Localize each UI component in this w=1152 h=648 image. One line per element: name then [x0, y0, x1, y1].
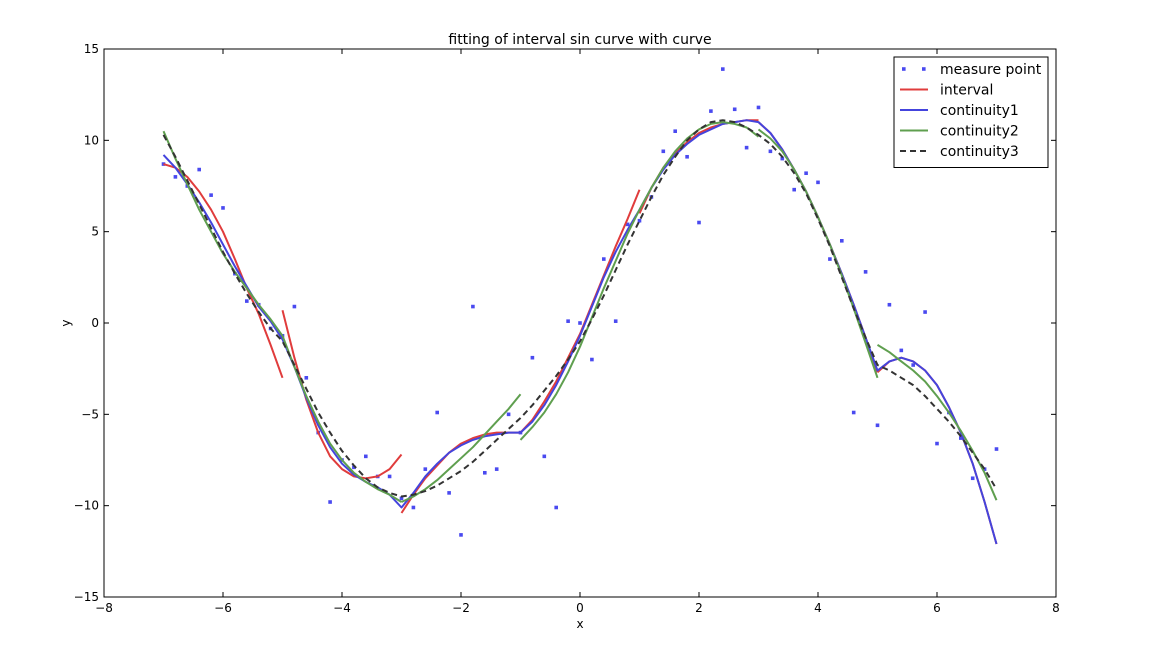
- scatter-point-measure-point: [792, 187, 796, 192]
- scatter-point-measure-point: [851, 410, 856, 415]
- scatter-point-measure-point: [721, 67, 725, 71]
- legend-marker-measure-point: [922, 67, 926, 71]
- scatter-point-measure-point: [970, 476, 975, 481]
- scatter-point-measure-point: [661, 149, 666, 154]
- series-line-continuity2: [281, 335, 403, 503]
- scatter-point-measure-point: [625, 222, 630, 227]
- scatter-point-measure-point: [221, 206, 225, 210]
- x-tick-label: 2: [695, 601, 703, 615]
- scatter-point-measure-point: [911, 363, 915, 367]
- scatter-point-measure-point: [233, 271, 237, 276]
- scatter-point-measure-point: [506, 412, 511, 417]
- scatter-point-measure-point: [173, 175, 178, 179]
- legend-label-continuity3: continuity3: [940, 144, 1019, 160]
- scatter-point-measure-point: [197, 167, 201, 172]
- scatter-point-measure-point: [292, 304, 297, 309]
- scatter-point-measure-point: [887, 302, 892, 307]
- y-tick-label: −15: [74, 590, 99, 604]
- series-line-interval: [400, 431, 521, 514]
- scatter-point-measure-point: [483, 470, 487, 475]
- x-tick-label: −2: [452, 601, 470, 615]
- y-tick-label: 10: [84, 133, 99, 147]
- scatter-point-measure-point: [352, 465, 356, 470]
- legend-label-continuity1: continuity1: [940, 103, 1019, 119]
- scatter-point-measure-point: [328, 500, 332, 504]
- scatter-point-measure-point: [935, 441, 939, 446]
- legend: measure point interval continuity1 continui…: [893, 56, 1049, 168]
- scatter-point-measure-point: [578, 321, 582, 325]
- scatter-point-measure-point: [637, 218, 642, 223]
- scatter-point-measure-point: [542, 454, 547, 459]
- scatter-point-measure-point: [756, 105, 761, 110]
- scatter-point-measure-point: [494, 467, 499, 471]
- scatter-point-measure-point: [732, 107, 737, 112]
- x-tick-label: 0: [576, 601, 584, 615]
- scatter-point-measure-point: [245, 299, 249, 303]
- scatter-point-measure-point: [982, 467, 987, 471]
- scatter-point-measure-point: [994, 447, 999, 451]
- x-tick-label: −6: [214, 601, 232, 615]
- scatter-point-measure-point: [411, 505, 416, 510]
- scatter-point-measure-point: [685, 154, 689, 159]
- scatter-point-measure-point: [364, 454, 368, 459]
- legend-label-measure-point: measure point: [940, 62, 1042, 78]
- scatter-point-measure-point: [566, 319, 570, 323]
- scatter-point-measure-point: [744, 145, 749, 150]
- plot-area: [161, 67, 999, 545]
- scatter-point-measure-point: [816, 180, 820, 185]
- scatter-point-measure-point: [840, 239, 844, 243]
- y-tick-label: 0: [91, 316, 99, 330]
- x-tick-label: 8: [1052, 601, 1060, 615]
- x-axis-label: x: [576, 617, 583, 631]
- y-tick-label: 5: [91, 225, 99, 239]
- scatter-point-measure-point: [863, 270, 868, 274]
- axis-ticks: −8 −6 −4 −2 0 2 4 6 8 −15 −10 −5 0 5 10 15: [74, 42, 1060, 615]
- scatter-point-measure-point: [435, 410, 439, 415]
- scatter-point-measure-point: [471, 304, 475, 309]
- scatter-point-measure-point: [709, 109, 713, 113]
- series-line-continuity3: [162, 119, 998, 498]
- x-tick-label: −8: [95, 601, 113, 615]
- scatter-point-measure-point: [602, 257, 606, 261]
- scatter-point-measure-point: [768, 149, 773, 154]
- legend-label-continuity2: continuity2: [940, 124, 1019, 140]
- y-axis-label: y: [59, 319, 73, 326]
- y-tick-label: 15: [84, 42, 99, 56]
- chart-title: fitting of interval sin curve with curve: [448, 32, 711, 48]
- scatter-point-measure-point: [673, 129, 677, 133]
- scatter-point-measure-point: [780, 156, 785, 161]
- series-line-continuity2: [519, 209, 641, 441]
- scatter-point-measure-point: [554, 505, 558, 510]
- y-tick-label: −5: [81, 407, 99, 421]
- scatter-point-measure-point: [387, 474, 392, 479]
- legend-marker-measure-point: [902, 67, 906, 71]
- scatter-point-measure-point: [459, 533, 463, 537]
- scatter-point-measure-point: [697, 220, 701, 225]
- x-tick-label: 6: [933, 601, 941, 615]
- x-tick-label: −4: [333, 601, 351, 615]
- scatter-point-measure-point: [613, 319, 618, 323]
- scatter-point-measure-point: [923, 310, 927, 314]
- scatter-point-measure-point: [590, 357, 594, 362]
- scatter-point-measure-point: [161, 162, 166, 166]
- y-tick-label: −10: [74, 499, 99, 513]
- scatter-point-measure-point: [828, 257, 832, 261]
- legend-box: [893, 56, 1049, 168]
- scatter-point-measure-point: [304, 376, 309, 380]
- scatter-point-measure-point: [423, 467, 428, 471]
- scatter-point-measure-point: [447, 491, 451, 495]
- scatter-point-measure-point: [209, 193, 213, 197]
- scatter-point-measure-point: [959, 436, 963, 440]
- series-line-continuity2: [638, 121, 760, 211]
- x-tick-label: 4: [814, 601, 822, 615]
- legend-label-interval: interval: [940, 83, 993, 99]
- scatter-point-measure-point: [399, 496, 404, 501]
- scatter-point-measure-point: [530, 355, 535, 360]
- scatter-point-measure-point: [804, 171, 808, 176]
- scatter-point-measure-point: [875, 423, 880, 428]
- scatter-point-measure-point: [899, 348, 904, 353]
